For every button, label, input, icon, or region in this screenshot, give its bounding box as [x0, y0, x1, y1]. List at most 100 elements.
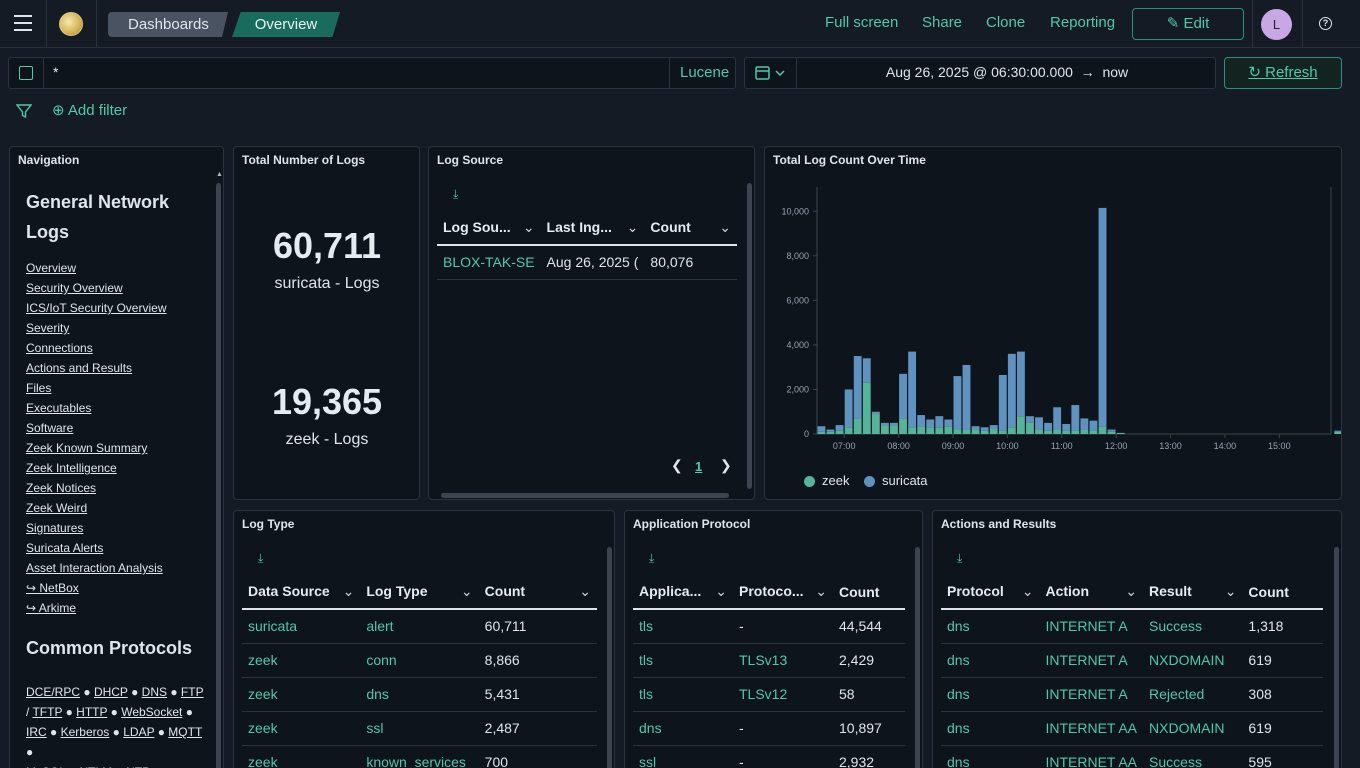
protocol-link[interactable]: IRC: [26, 725, 47, 739]
share-link[interactable]: Share: [922, 14, 963, 31]
protocol-link[interactable]: WebSocket: [121, 705, 183, 719]
protocol-link[interactable]: FTP: [180, 685, 204, 699]
download-icon[interactable]: ⤓: [957, 551, 963, 565]
protocol-link[interactable]: NTP: [126, 765, 150, 768]
table-cell[interactable]: BLOX-TAK-SE: [437, 245, 541, 280]
column-header[interactable]: Log Type ⌄: [360, 575, 479, 610]
table-cell[interactable]: dns: [941, 745, 1040, 768]
table-cell[interactable]: ssl: [633, 745, 733, 768]
protocol-link[interactable]: MySQL: [26, 765, 66, 768]
nav-link[interactable]: ↪ Arkime: [26, 601, 77, 615]
column-header[interactable]: Result ⌄: [1143, 575, 1243, 610]
table-cell[interactable]: tls: [633, 609, 733, 644]
nav-link[interactable]: Asset Interaction Analysis: [26, 561, 163, 575]
full-screen-link[interactable]: Full screen: [825, 14, 899, 31]
nav-link[interactable]: Overview: [26, 261, 77, 275]
protocol-link[interactable]: HTTP: [76, 705, 108, 719]
table-cell[interactable]: conn: [360, 643, 479, 678]
nav-link[interactable]: Executables: [26, 401, 92, 415]
protocol-link[interactable]: MQTT: [168, 725, 203, 739]
table-cell[interactable]: INTERNET AA: [1039, 711, 1144, 746]
protocol-link[interactable]: Kerberos: [60, 725, 110, 739]
saved-query-icon[interactable]: [19, 66, 33, 80]
download-icon[interactable]: ⤓: [258, 551, 264, 565]
protocol-link[interactable]: TFTP: [32, 705, 63, 719]
protocol-link[interactable]: NTLM: [79, 765, 112, 768]
download-icon[interactable]: ⤓: [453, 187, 459, 201]
table-cell[interactable]: suricata: [242, 609, 361, 644]
breadcrumb-overview[interactable]: Overview: [232, 12, 340, 37]
legend-label-zeek[interactable]: zeek: [822, 473, 850, 488]
scrollbar[interactable]: [747, 183, 752, 489]
table-cell[interactable]: dns: [633, 711, 733, 746]
table-cell[interactable]: ssl: [360, 711, 479, 746]
scrollbar[interactable]: [607, 547, 612, 768]
column-header[interactable]: Log Sou... ⌄: [437, 211, 541, 246]
column-header[interactable]: Protoco... ⌄: [733, 575, 833, 610]
table-cell[interactable]: tls: [633, 643, 733, 678]
breadcrumb-dashboards[interactable]: Dashboards: [108, 12, 228, 37]
download-icon[interactable]: ⤓: [649, 551, 655, 565]
table-cell[interactable]: INTERNET A: [1039, 643, 1144, 678]
edit-button[interactable]: ✎ Edit: [1132, 8, 1244, 40]
table-cell[interactable]: dns: [360, 677, 479, 712]
menu-icon[interactable]: [14, 15, 32, 31]
nav-link[interactable]: Files: [26, 381, 52, 395]
column-header[interactable]: Data Source ⌄: [242, 575, 361, 610]
table-cell[interactable]: NXDOMAIN: [1143, 643, 1243, 678]
table-cell[interactable]: INTERNET AA: [1039, 745, 1144, 768]
table-cell[interactable]: zeek: [242, 711, 361, 746]
nav-link[interactable]: ICS/IoT Security Overview: [26, 301, 167, 315]
table-cell[interactable]: tls: [633, 677, 733, 712]
nav-link[interactable]: Zeek Notices: [26, 481, 97, 495]
avatar[interactable]: L: [1261, 9, 1292, 40]
table-cell[interactable]: known_services: [360, 745, 479, 768]
table-cell[interactable]: dns: [941, 711, 1040, 746]
protocol-link[interactable]: DCE/RPC: [26, 685, 81, 699]
table-cell[interactable]: alert: [360, 609, 479, 644]
query-language-button[interactable]: Lucene: [669, 58, 729, 88]
table-cell[interactable]: -: [733, 711, 833, 746]
nav-link[interactable]: Suricata Alerts: [26, 541, 104, 555]
table-cell[interactable]: NXDOMAIN: [1143, 711, 1243, 746]
nav-link[interactable]: Zeek Weird: [26, 501, 88, 515]
protocol-link[interactable]: LDAP: [123, 725, 155, 739]
protocol-link[interactable]: DNS: [141, 685, 167, 699]
next-page-icon[interactable]: ❯: [720, 457, 732, 473]
nav-link[interactable]: Actions and Results: [26, 361, 133, 375]
calendar-dropdown[interactable]: [745, 58, 797, 88]
table-cell[interactable]: INTERNET A: [1039, 609, 1144, 644]
nav-link[interactable]: Zeek Intelligence: [26, 461, 117, 475]
nav-link[interactable]: Software: [26, 421, 74, 435]
scrollbar[interactable]: [216, 183, 221, 768]
nav-link[interactable]: Severity: [26, 321, 70, 335]
table-cell[interactable]: Success: [1143, 745, 1243, 768]
table-cell[interactable]: zeek: [242, 677, 361, 712]
prev-page-icon[interactable]: ❮: [671, 457, 683, 473]
column-header[interactable]: Applica... ⌄: [633, 575, 733, 610]
reporting-link[interactable]: Reporting: [1050, 14, 1116, 31]
column-header[interactable]: Count: [833, 575, 905, 610]
nav-link[interactable]: Signatures: [26, 521, 84, 535]
search-input[interactable]: *: [53, 64, 59, 80]
column-header[interactable]: Count ⌄: [478, 575, 597, 610]
app-logo-icon[interactable]: [59, 12, 83, 36]
table-cell[interactable]: -: [733, 745, 833, 768]
scrollbar[interactable]: [915, 547, 920, 768]
column-header[interactable]: Count: [1242, 575, 1323, 610]
scroll-up-icon[interactable]: ▲: [216, 171, 223, 178]
nav-link[interactable]: Connections: [26, 341, 93, 355]
filter-icon[interactable]: [15, 103, 33, 123]
protocol-link[interactable]: DHCP: [93, 685, 128, 699]
table-cell[interactable]: dns: [941, 609, 1040, 644]
column-header[interactable]: Count ⌄: [644, 211, 737, 246]
table-cell[interactable]: zeek: [242, 745, 361, 768]
nav-link[interactable]: ↪ NetBox: [26, 581, 79, 595]
nav-link[interactable]: Zeek Known Summary: [26, 441, 148, 455]
column-header[interactable]: Action ⌄: [1039, 575, 1144, 610]
table-cell[interactable]: INTERNET A: [1039, 677, 1144, 712]
add-filter-button[interactable]: ⊕ Add filter: [52, 101, 127, 119]
column-header[interactable]: Protocol ⌄: [941, 575, 1040, 610]
legend-label-suricata[interactable]: suricata: [882, 473, 928, 488]
table-cell[interactable]: TLSv13: [733, 643, 833, 678]
